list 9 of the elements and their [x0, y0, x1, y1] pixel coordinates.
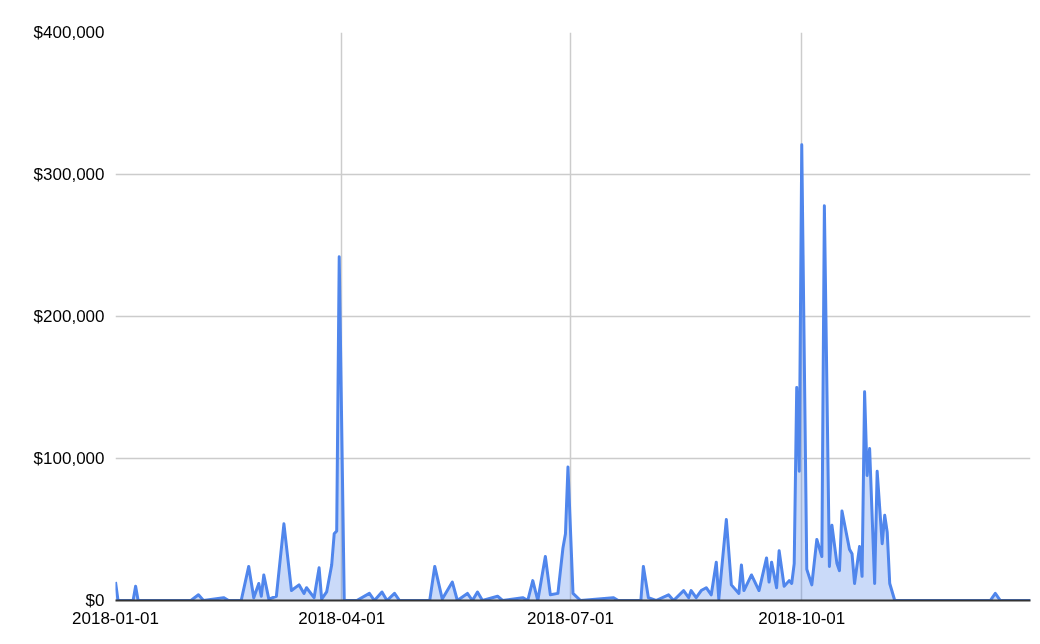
y-tick-label: $200,000: [33, 307, 105, 326]
x-tick-label: 2018-01-01: [72, 608, 159, 628]
y-tick-label: $400,000: [33, 23, 105, 42]
x-tick-label: 2018-10-01: [758, 608, 846, 628]
y-tick-label: $0: [85, 591, 105, 610]
y-tick-label: $100,000: [33, 449, 105, 468]
x-tick-label: 2018-07-01: [527, 608, 614, 628]
y-tick-label: $300,000: [33, 165, 105, 184]
x-tick-label: 2018-04-01: [298, 608, 386, 628]
